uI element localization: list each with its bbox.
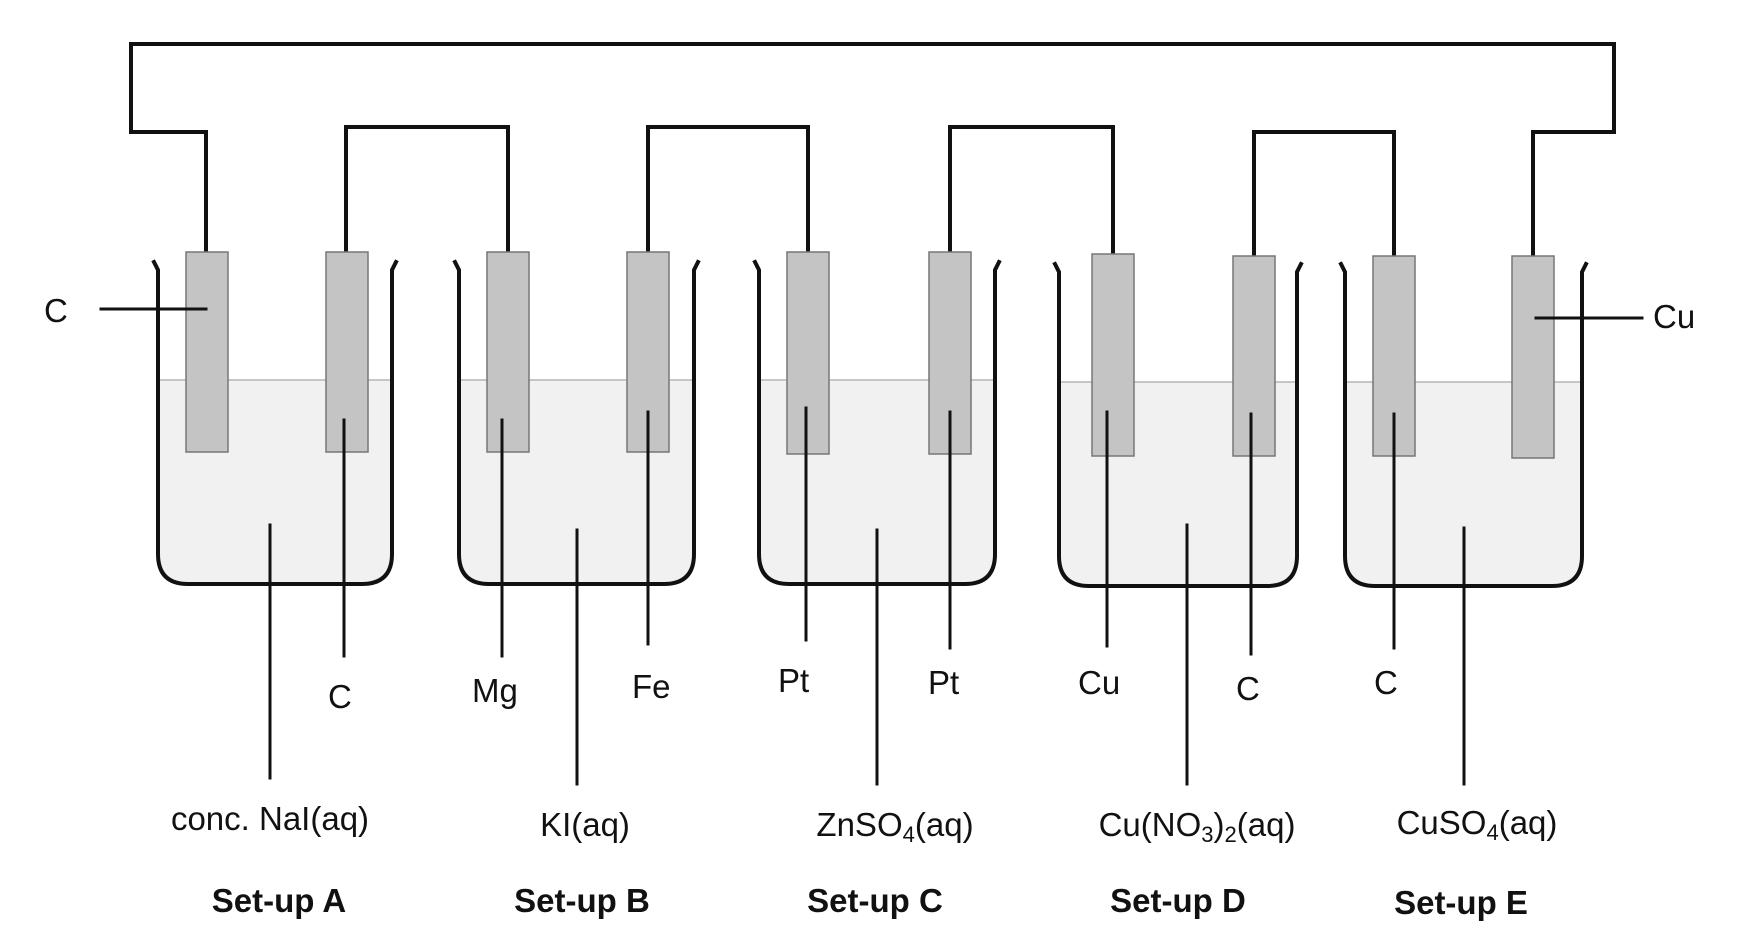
electrode-e-right <box>1511 255 1555 459</box>
setup-titles: Set-up A Set-up B Set-up C Set-up D Set-… <box>212 882 1528 921</box>
electrode-label-c-left: Pt <box>778 662 809 699</box>
electrode-b-left <box>486 251 530 453</box>
setup-title-a: Set-up A <box>212 882 346 919</box>
electrodes <box>185 251 1555 459</box>
electrode-d-left <box>1091 253 1135 457</box>
electrode-label-b-left: Mg <box>472 672 518 709</box>
setup-title-b: Set-up B <box>514 882 650 919</box>
wire-c-d <box>948 125 1115 257</box>
pointer-lines <box>99 307 1644 786</box>
electrode-label-d-right: C <box>1236 670 1260 707</box>
electrode-d-right <box>1232 255 1276 457</box>
electrode-label-b-right: Fe <box>632 668 671 705</box>
solution-label-c: ZnSO4(aq) <box>816 806 973 847</box>
wire-d-e <box>1252 130 1396 257</box>
setup-title-c: Set-up C <box>807 882 943 919</box>
circuit-wires <box>129 42 1616 257</box>
solution-label-d: Cu(NO3)2(aq) <box>1099 806 1296 847</box>
electrode-label-e-left: C <box>1374 664 1398 701</box>
electrode-label-e-right: Cu <box>1653 298 1695 335</box>
setup-title-e: Set-up E <box>1394 884 1528 921</box>
electrode-labels: C C Mg Fe Pt Pt Cu C C Cu <box>44 292 1695 715</box>
setup-title-d: Set-up D <box>1110 882 1246 919</box>
wire-outer-loop <box>129 42 1616 257</box>
electrode-label-a-left: C <box>44 292 68 329</box>
electrode-label-c-right: Pt <box>928 664 959 701</box>
solution-label-a: conc. NaI(aq) <box>171 800 369 837</box>
electrode-label-d-left: Cu <box>1078 664 1120 701</box>
solution-label-b: KI(aq) <box>540 806 630 843</box>
wire-a-b <box>344 125 510 257</box>
solution-label-e: CuSO4(aq) <box>1397 804 1558 845</box>
electrode-a-right <box>325 251 369 453</box>
electrode-label-a-right: C <box>328 678 352 715</box>
beakers <box>151 259 1589 588</box>
electrode-c-left <box>786 251 830 455</box>
electrode-a-left <box>185 251 229 453</box>
wire-b-c <box>646 125 810 257</box>
solution-labels: conc. NaI(aq) KI(aq) ZnSO4(aq) Cu(NO3)2(… <box>171 800 1557 847</box>
